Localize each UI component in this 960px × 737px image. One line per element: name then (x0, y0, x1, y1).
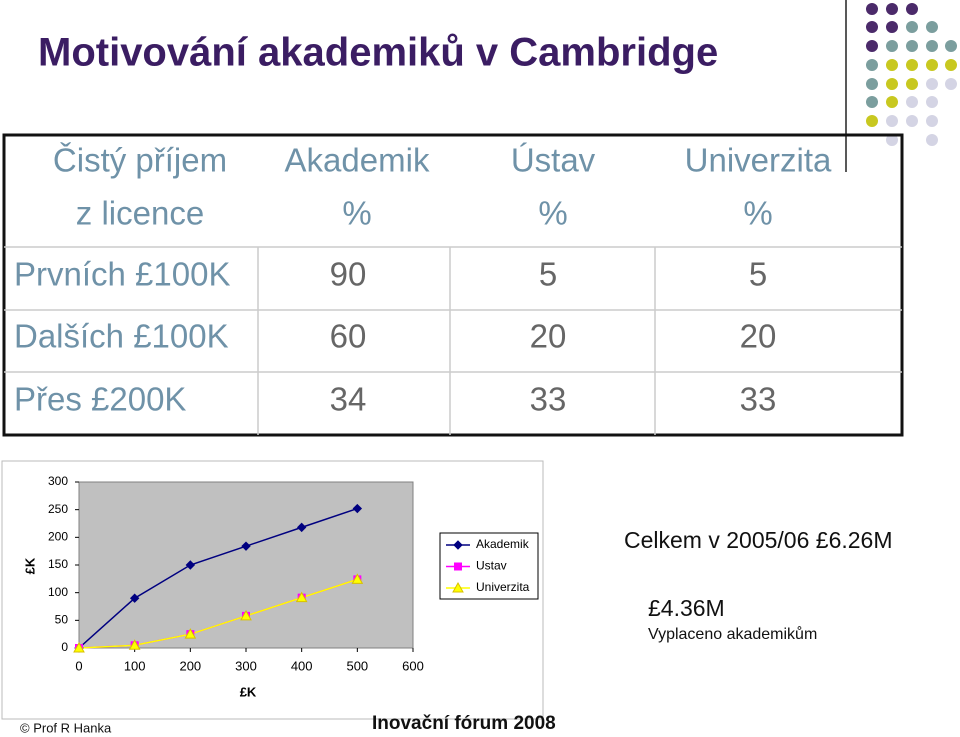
x-tick-label: 300 (235, 658, 257, 673)
y-tick-label: 300 (48, 474, 68, 488)
header-cell: % (743, 195, 772, 232)
marker (240, 609, 252, 621)
series-line (78, 507, 358, 649)
number-cell: 60 (330, 318, 367, 355)
decor-dots (845, 0, 957, 172)
marker (295, 591, 308, 603)
x-tick-label: 500 (346, 658, 368, 673)
legend: Akademik Ustav Univerzita (439, 532, 539, 600)
y-tick-label: 100 (48, 585, 68, 599)
chart-frame (1, 460, 544, 720)
number-cell: 20 (530, 318, 567, 355)
header-cell: Univerzita (685, 142, 832, 179)
footer-event: Inovační fórum 2008 (372, 713, 556, 734)
marker (185, 560, 196, 570)
title: Motivování akademiků v Cambridge (38, 31, 718, 75)
marker (351, 573, 364, 584)
number-cell: 20 (740, 318, 777, 355)
number-cell: 34 (330, 381, 367, 418)
header-cell: z licence (76, 195, 204, 232)
x-tick-label: 0 (75, 658, 82, 673)
marker (454, 562, 462, 571)
number-cell: 90 (330, 256, 367, 293)
header-cell: % (538, 195, 567, 232)
x-tick-label: 200 (179, 658, 201, 673)
number-cell: 33 (530, 381, 567, 418)
x-tick-label: 100 (124, 658, 146, 673)
number-cell: 33 (740, 381, 777, 418)
y-tick-label: 250 (48, 502, 68, 516)
row-label: Dalších £100K (14, 318, 229, 355)
number-cell: 5 (749, 256, 767, 293)
marker (184, 628, 197, 639)
legend-label: Univerzita (476, 580, 530, 594)
header-cell: Čistý příjem (53, 142, 227, 179)
header-cell: Akademik (285, 142, 430, 179)
header-cell: Ústav (511, 142, 596, 179)
y-tick-label: 0 (61, 640, 68, 654)
x-tick-label: 400 (291, 658, 313, 673)
legend-label: Akademik (476, 537, 530, 551)
marker (128, 639, 141, 650)
x-tick-label: 600 (402, 658, 424, 673)
footer-author: © Prof R Hanka (20, 720, 112, 735)
marker (452, 581, 464, 593)
marker (352, 503, 363, 514)
marker (453, 540, 463, 550)
note-total: Celkem v 2005/06 £6.26M (624, 527, 893, 553)
table: Čistý příjem z licence Akademik% Ústav% Univ… (2, 133, 904, 437)
number-cell: 5 (539, 256, 557, 293)
marker (129, 593, 140, 603)
marker (296, 522, 307, 533)
y-tick-label: 150 (48, 557, 68, 571)
y-tick-label: 50 (55, 613, 69, 627)
row-label: Přes £200K (14, 381, 186, 418)
marker (241, 541, 251, 551)
y-axis-label: £K (22, 557, 37, 574)
note-paid-label: Vyplaceno akademikům (648, 625, 817, 643)
marker (73, 641, 85, 653)
header-cell: % (342, 195, 371, 232)
plot-area (78, 481, 414, 649)
note-paid-value: £4.36M (648, 595, 725, 621)
y-tick-label: 200 (48, 530, 68, 544)
x-axis-label: £K (240, 684, 257, 699)
row-label: Prvních £100K (14, 256, 230, 293)
series-line (78, 578, 358, 649)
legend-label: Ustav (476, 559, 507, 573)
